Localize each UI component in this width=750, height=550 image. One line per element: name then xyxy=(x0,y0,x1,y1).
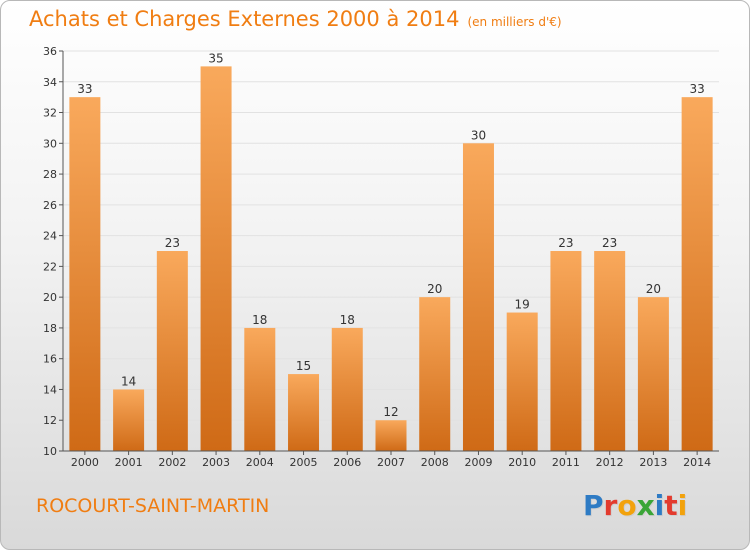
logo-letter: r xyxy=(603,489,618,522)
bar xyxy=(637,297,669,451)
y-tick-label: 34 xyxy=(43,76,57,89)
y-tick-label: 20 xyxy=(43,291,57,304)
logo-letter: t xyxy=(664,489,678,522)
logo-letter: o xyxy=(617,489,637,522)
data-label: 33 xyxy=(77,82,92,96)
y-tick-label: 22 xyxy=(43,260,57,273)
y-tick-label: 14 xyxy=(43,383,57,396)
logo-letter: P xyxy=(583,489,604,522)
x-tick-label: 2005 xyxy=(290,456,318,469)
y-tick-label: 28 xyxy=(43,168,57,181)
bar xyxy=(200,66,232,451)
bar xyxy=(594,251,626,451)
x-tick-label: 2014 xyxy=(683,456,711,469)
x-tick-label: 2013 xyxy=(639,456,667,469)
bar xyxy=(331,327,363,451)
bar xyxy=(462,143,494,452)
chart-title-text: Achats et Charges Externes 2000 à 2014 xyxy=(29,7,460,31)
y-tick-label: 12 xyxy=(43,414,57,427)
y-tick-label: 26 xyxy=(43,199,57,212)
data-label: 18 xyxy=(252,313,267,327)
logo-letter: x xyxy=(636,489,655,522)
data-label: 33 xyxy=(689,82,704,96)
x-tick-label: 2012 xyxy=(596,456,624,469)
commune-name: ROCOURT-SAINT-MARTIN xyxy=(36,495,270,517)
logo-letter: i xyxy=(654,489,665,522)
x-tick-label: 2000 xyxy=(71,456,99,469)
data-label: 23 xyxy=(558,236,573,250)
data-label: 20 xyxy=(427,282,442,296)
chart-unit: (en milliers d'€) xyxy=(467,15,562,29)
bars xyxy=(69,66,713,452)
data-label: 14 xyxy=(121,374,136,388)
bar xyxy=(113,389,145,451)
bar xyxy=(550,251,582,451)
bar xyxy=(288,374,320,451)
data-label: 20 xyxy=(646,282,661,296)
bar xyxy=(244,327,276,451)
x-tick-label: 2001 xyxy=(115,456,143,469)
data-label: 18 xyxy=(340,313,355,327)
axes xyxy=(59,50,719,455)
data-label: 35 xyxy=(208,51,223,65)
y-tick-label: 10 xyxy=(43,445,57,458)
chart-title: Achats et Charges Externes 2000 à 2014 (e… xyxy=(29,7,562,31)
x-tick-label: 2009 xyxy=(464,456,492,469)
data-label: 23 xyxy=(602,236,617,250)
data-label: 15 xyxy=(296,359,311,373)
x-tick-label: 2002 xyxy=(158,456,186,469)
x-tick-label: 2008 xyxy=(421,456,449,469)
bar xyxy=(69,97,101,452)
x-tick-label: 2007 xyxy=(377,456,405,469)
bar xyxy=(506,312,538,451)
x-tick-label: 2011 xyxy=(552,456,580,469)
y-tick-label: 16 xyxy=(43,353,57,366)
proxiti-logo: Proxiti xyxy=(583,489,687,522)
y-tick-label: 30 xyxy=(43,137,57,150)
bar xyxy=(375,420,407,451)
y-tick-label: 32 xyxy=(43,107,57,120)
data-label: 30 xyxy=(471,128,486,142)
bar xyxy=(681,97,713,452)
bar xyxy=(156,251,188,451)
data-label: 23 xyxy=(165,236,180,250)
x-tick-label: 2010 xyxy=(508,456,536,469)
x-tick-label: 2004 xyxy=(246,456,274,469)
bar xyxy=(419,297,451,451)
logo-letter: i xyxy=(677,489,688,522)
y-tick-label: 36 xyxy=(43,45,57,58)
x-tick-label: 2003 xyxy=(202,456,230,469)
x-tick-label: 2006 xyxy=(333,456,361,469)
y-tick-label: 24 xyxy=(43,230,57,243)
data-label: 19 xyxy=(515,298,530,312)
labels: 10 12 14 16 18 20 22 24 26 28 30 32 34 36 33 2000 14 2001… xyxy=(43,45,711,469)
data-label: 12 xyxy=(383,405,398,419)
y-tick-label: 18 xyxy=(43,322,57,335)
